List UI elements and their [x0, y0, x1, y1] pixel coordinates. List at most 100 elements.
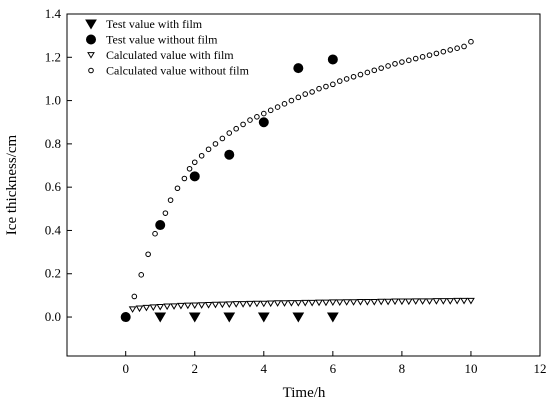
data-series [120, 38, 475, 323]
data-point [225, 301, 234, 308]
legend-marker [88, 67, 94, 74]
legend-marker [86, 34, 96, 45]
data-point [349, 299, 358, 306]
data-point [328, 299, 337, 307]
data-point [258, 117, 269, 128]
data-point [399, 59, 405, 65]
data-point [266, 300, 275, 308]
data-point [454, 45, 460, 52]
data-point [292, 312, 305, 323]
data-point [135, 305, 144, 313]
data-point [257, 312, 270, 323]
y-tick-label: 0.8 [45, 136, 61, 151]
data-point [316, 85, 322, 92]
data-point [295, 94, 302, 101]
x-tick-label: 2 [191, 361, 198, 376]
data-point [149, 304, 158, 311]
data-point [162, 210, 169, 216]
data-point [412, 55, 419, 62]
data-point [273, 300, 282, 307]
data-point [156, 303, 165, 311]
data-point [145, 251, 151, 258]
legend-marker [85, 19, 97, 30]
data-point [288, 97, 295, 104]
y-tick-label: 0.0 [45, 309, 61, 324]
data-point [204, 302, 213, 309]
data-point [432, 298, 441, 305]
data-point [384, 298, 392, 306]
data-point [411, 298, 420, 305]
data-point [377, 298, 386, 306]
data-point [287, 300, 296, 307]
data-point [254, 114, 260, 120]
data-point [259, 300, 268, 308]
data-point [224, 149, 235, 160]
data-point [419, 54, 426, 60]
data-point [322, 299, 330, 307]
data-point [163, 303, 171, 311]
data-point [138, 272, 145, 278]
plot-frame [66, 13, 541, 357]
data-point [363, 298, 372, 306]
data-point [246, 300, 254, 308]
data-point [226, 130, 233, 136]
data-point [391, 298, 399, 306]
data-point [197, 302, 206, 309]
x-tick-label: 12 [534, 361, 547, 376]
data-point [128, 306, 137, 313]
data-point [174, 185, 181, 192]
data-point [155, 220, 166, 231]
data-point [433, 50, 440, 57]
data-point [152, 230, 158, 237]
data-point [371, 67, 378, 74]
data-point [219, 135, 226, 142]
data-point [170, 303, 178, 310]
y-tick-label: 1.0 [45, 93, 61, 108]
data-point [370, 298, 379, 306]
data-point [323, 83, 329, 90]
legend-label: Calculated value without film [106, 64, 250, 78]
data-point [356, 298, 365, 306]
data-point [350, 73, 357, 80]
data-point [302, 91, 309, 97]
data-point [142, 304, 151, 312]
data-point [205, 146, 212, 153]
series-open-triangle-down [128, 297, 475, 313]
data-point [342, 299, 351, 306]
data-point [460, 297, 468, 305]
x-axis: 0 2 4 6 8 10 12 [122, 351, 547, 376]
data-point [301, 299, 310, 307]
data-point [336, 78, 343, 84]
data-point [240, 121, 246, 128]
y-axis-title: Ice thickness/cm [4, 134, 20, 235]
data-point [326, 312, 339, 323]
y-tick-label: 0.2 [45, 266, 61, 281]
data-point [315, 299, 323, 307]
data-point [190, 302, 199, 310]
series-filled-triangle-down [154, 312, 339, 323]
data-point [425, 298, 434, 305]
x-tick-label: 6 [330, 361, 337, 376]
data-point [378, 65, 384, 71]
data-point [406, 57, 412, 64]
data-point [404, 298, 413, 306]
legend-marker [87, 52, 95, 59]
data-point [177, 302, 185, 310]
x-tick-label: 10 [464, 361, 477, 376]
data-point [467, 297, 475, 305]
x-tick-label: 4 [261, 361, 268, 376]
data-point [343, 76, 350, 82]
legend: Test value with film Test value without f… [85, 17, 250, 78]
data-point [293, 63, 304, 74]
y-tick-label: 1.4 [45, 6, 62, 21]
data-point [131, 293, 138, 300]
data-point [183, 302, 192, 310]
y-tick-label: 0.6 [45, 179, 62, 194]
series-open-circle [131, 38, 474, 300]
data-point [426, 52, 433, 58]
data-point [357, 71, 364, 78]
data-point [461, 43, 467, 50]
data-point [364, 69, 371, 76]
data-point [294, 300, 303, 307]
